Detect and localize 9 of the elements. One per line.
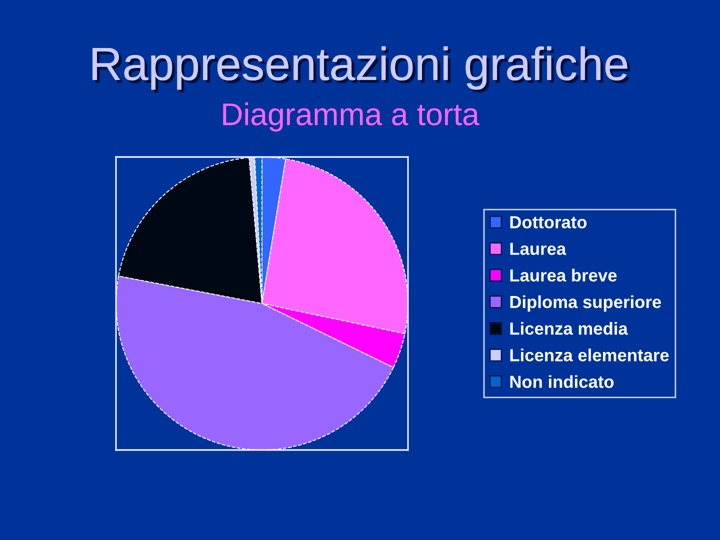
legend-label: Dottorato — [510, 216, 587, 228]
legend-label: Diploma superiore — [510, 295, 662, 312]
chart-subtitle: Diagramma a torta — [223, 102, 480, 132]
legend-label: Licenza elementare — [510, 348, 669, 362]
legend-label: Laurea breve — [510, 268, 617, 282]
legend-label: Non indicato — [510, 375, 614, 388]
chart-title: Rappresentazioni grafiche — [92, 46, 630, 92]
legend-label: Laurea — [510, 242, 566, 255]
legend-label: Licenza media — [510, 322, 628, 335]
